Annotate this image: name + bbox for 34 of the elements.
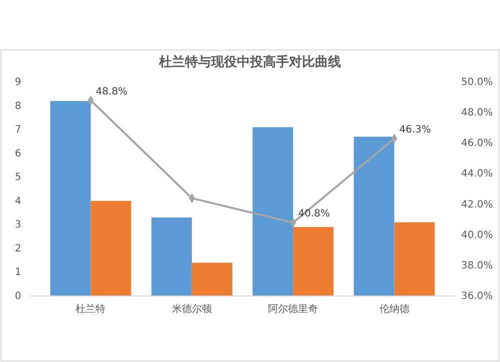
y2-tick-label: 42.0% <box>461 199 493 210</box>
y-tick-label: 2 <box>14 243 22 254</box>
bar <box>354 136 394 296</box>
bar <box>90 200 132 296</box>
y2-tick-label: 38.0% <box>461 260 493 272</box>
y-tick-label: 3 <box>14 220 22 231</box>
data-label: 46.3% <box>399 124 432 136</box>
bar <box>50 101 91 296</box>
y-tick-label: 9 <box>14 77 22 88</box>
y-tick-label: 4 <box>14 196 22 207</box>
y-tick-label: 5 <box>14 172 22 184</box>
y2-tick-label: 44.0% <box>461 168 493 180</box>
y-tick-label: 7 <box>14 124 22 136</box>
y2-tick-label: 50.0% <box>461 77 493 88</box>
x-tick-label: 阿尔德里奇 <box>268 303 318 315</box>
y2-tick-label: 40.0% <box>461 230 493 241</box>
chart-title: 杜兰特与现役中投高手对比曲线 <box>158 54 341 70</box>
y2-tick-label: 46.0% <box>461 138 493 150</box>
x-tick-label: 杜兰特 <box>76 303 106 315</box>
data-label: 40.8% <box>298 208 330 220</box>
y2-tick-label: 48.0% <box>461 108 493 119</box>
x-tick-label: 伦纳德 <box>379 303 410 315</box>
x-tick-label: 米德尔顿 <box>172 303 212 315</box>
y-tick-label: 1 <box>14 267 22 278</box>
bar <box>394 222 435 296</box>
y-tick-label: 0 <box>14 291 22 302</box>
y-tick-label: 8 <box>14 100 22 112</box>
y-tick-label: 6 <box>14 148 22 160</box>
bar <box>151 218 192 296</box>
bar <box>252 127 294 296</box>
bar <box>293 227 334 296</box>
y2-tick-label: 36.0% <box>461 291 493 302</box>
data-label: 48.8% <box>96 86 128 98</box>
bar <box>192 262 232 296</box>
